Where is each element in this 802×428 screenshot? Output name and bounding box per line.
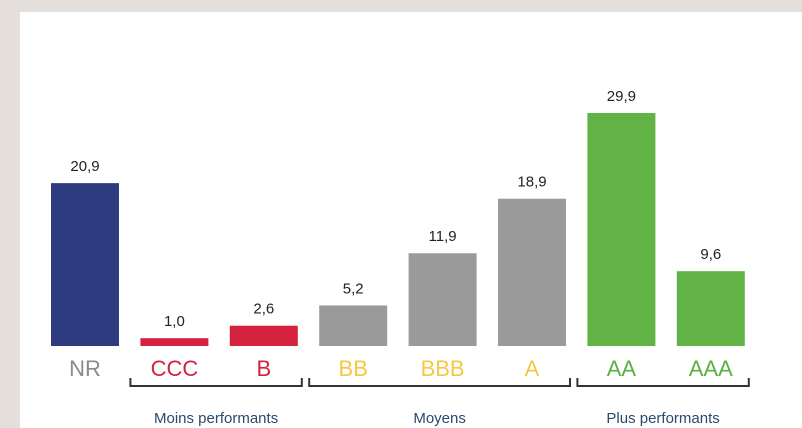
value-label: 20,9: [70, 158, 99, 175]
bar: [319, 305, 388, 346]
bar: [408, 253, 477, 346]
bar: [140, 338, 209, 346]
value-label: 18,9: [517, 174, 546, 191]
value-label: 1,0: [164, 313, 185, 330]
value-label: 2,6: [253, 301, 274, 318]
category-label: A: [525, 356, 540, 381]
group-bracket: [308, 378, 571, 387]
category-label: AAA: [689, 356, 733, 381]
bar: [51, 183, 119, 346]
value-label: 5,2: [343, 280, 364, 297]
group-bracket: [576, 378, 750, 387]
value-label: 9,6: [700, 246, 721, 263]
category-label: BBB: [421, 356, 465, 381]
group-label: Plus performants: [606, 410, 719, 427]
category-label: B: [256, 356, 271, 381]
category-label: NR: [69, 356, 101, 381]
group-label: Moyens: [413, 410, 466, 427]
bar: [229, 325, 298, 346]
category-label: AA: [607, 356, 637, 381]
panel: [20, 12, 802, 428]
category-label: CCC: [151, 356, 199, 381]
group-bracket: [129, 378, 303, 387]
value-label: 29,9: [607, 88, 636, 105]
bar: [587, 113, 656, 346]
bar: [676, 271, 745, 346]
value-label: 11,9: [429, 228, 457, 245]
group-label: Moins performants: [154, 410, 278, 427]
category-label: BB: [339, 356, 368, 381]
bar: [498, 198, 566, 346]
